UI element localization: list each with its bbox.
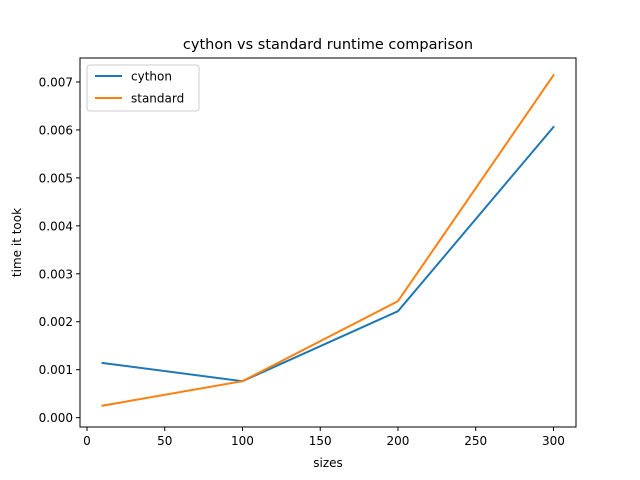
y-axis: 0.000 0.001 0.002 0.003 0.004 0.005 0.006 0.007	[39, 75, 80, 425]
chart-title: cython vs standard runtime comparison	[183, 37, 473, 53]
y-tick-label: 0.005	[39, 171, 73, 185]
y-tick-label: 0.003	[39, 267, 73, 281]
y-tick-label: 0.007	[39, 75, 73, 89]
x-tick-label: 200	[387, 434, 410, 448]
x-tick-label: 150	[309, 434, 332, 448]
plot-area-frame	[79, 57, 577, 428]
y-tick-label: 0.001	[39, 363, 73, 377]
legend-label-standard: standard	[131, 92, 184, 106]
legend: cython standard	[86, 64, 200, 112]
y-axis-label: time it took	[10, 208, 24, 277]
legend-label-cython: cython	[131, 70, 172, 84]
x-axis-label: sizes	[313, 456, 343, 470]
x-tick-label: 250	[464, 434, 487, 448]
x-tick-label: 0	[83, 434, 91, 448]
series-layer	[101, 73, 555, 407]
series-line-cython	[101, 125, 555, 383]
x-tick-label: 300	[542, 434, 565, 448]
x-tick-label: 100	[231, 434, 254, 448]
y-tick-label: 0.006	[39, 123, 73, 137]
y-tick-label: 0.002	[39, 315, 73, 329]
x-axis: 0 50 100 150 200 250 300	[83, 427, 565, 448]
x-tick-label: 50	[157, 434, 172, 448]
y-tick-label: 0.004	[39, 219, 73, 233]
y-tick-label: 0.000	[39, 411, 73, 425]
series-line-standard	[101, 73, 555, 407]
